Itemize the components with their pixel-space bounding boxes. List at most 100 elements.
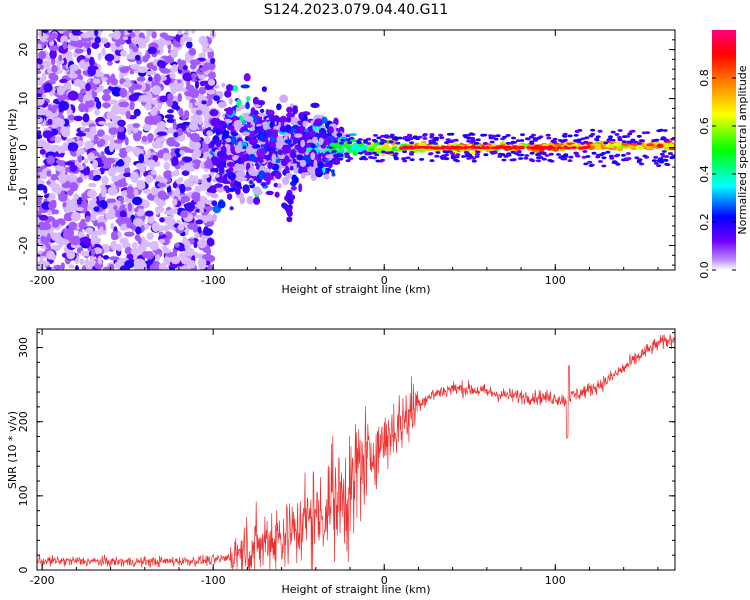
heatmap-cell: [590, 128, 596, 132]
heatmap-cell: [284, 139, 293, 144]
heatmap-cell: [108, 198, 117, 203]
heatmap-cell: [452, 146, 458, 150]
heatmap-cell: [172, 198, 178, 206]
heatmap-cell: [144, 159, 156, 167]
heatmap-cell: [473, 141, 479, 145]
heatmap-cell: [290, 152, 297, 159]
heatmap-cell: [340, 138, 346, 142]
y-tick-label: -20: [17, 237, 30, 255]
colorbar-tick-label: 0.4: [698, 165, 711, 183]
heatmap-cell: [523, 156, 529, 160]
snr-y-ticks: 0 100 200 300: [17, 332, 675, 574]
heatmap-cell: [350, 145, 356, 150]
heatmap-cell: [51, 244, 61, 252]
heatmap-cell: [47, 103, 52, 111]
heatmap-cell: [665, 163, 671, 167]
heatmap-cell: [274, 191, 280, 198]
heatmap-cell: [510, 150, 516, 154]
heatmap-cell: [162, 152, 170, 162]
heatmap-cell: [205, 47, 213, 53]
heatmap-cell: [97, 228, 102, 236]
heatmap-cell: [246, 96, 251, 102]
heatmap-cell: [115, 217, 127, 225]
heatmap-cell: [98, 138, 106, 146]
heatmap-cell: [163, 35, 175, 41]
heatmap-cell: [82, 113, 90, 123]
heatmap-cell: [271, 153, 277, 163]
heatmap-cell: [104, 53, 115, 62]
heatmap-cell: [430, 146, 435, 149]
heatmap-cell: [103, 104, 109, 109]
heatmap-cell: [516, 153, 522, 157]
heatmap-cell: [208, 72, 215, 79]
heatmap-cell: [66, 251, 76, 260]
heatmap-cell: [93, 237, 102, 243]
heatmap-cell: [86, 189, 97, 198]
heatmap-cell: [117, 131, 126, 141]
heatmap-cell: [61, 127, 71, 138]
heatmap-cell: [104, 212, 116, 220]
heatmap-cell: [110, 222, 115, 230]
heatmap-cell: [556, 153, 561, 156]
heatmap-cell: [304, 128, 309, 133]
heatmap-cell: [166, 225, 175, 230]
heatmap-cell: [240, 84, 250, 89]
heatmap-cell: [599, 140, 605, 144]
heatmap-cell: [493, 137, 499, 141]
heatmap-cell: [41, 93, 46, 99]
heatmap-cell: [475, 138, 481, 142]
spectrogram-y-ticks: -20 -10 0 10 20: [17, 29, 675, 266]
heatmap-cell: [145, 176, 152, 183]
heatmap-cell: [446, 132, 452, 136]
heatmap-cell: [653, 156, 659, 159]
heatmap-cell: [345, 159, 351, 163]
snr-frame: [36, 328, 676, 571]
heatmap-cell: [110, 73, 116, 83]
heatmap-cell: [158, 194, 170, 200]
heatmap-cell: [47, 118, 53, 125]
colorbar-tick-label: 0.2: [698, 213, 711, 231]
heatmap-cell: [471, 146, 476, 149]
heatmap-cell: [122, 81, 133, 88]
heatmap-cell: [107, 99, 119, 105]
heatmap-cell: [91, 197, 97, 203]
heatmap-cell: [471, 159, 477, 163]
heatmap-cell: [198, 184, 208, 191]
heatmap-cell: [215, 140, 222, 148]
heatmap-cell: [354, 147, 364, 152]
heatmap-cell: [608, 135, 613, 139]
heatmap-cell: [313, 159, 318, 168]
heatmap-cell: [211, 156, 217, 165]
heatmap-cell: [188, 175, 196, 182]
heatmap-cell: [233, 119, 243, 129]
heatmap-cell: [525, 137, 531, 141]
heatmap-cell: [284, 155, 290, 163]
heatmap-cell: [331, 169, 335, 175]
heatmap-cell: [140, 261, 147, 270]
heatmap-cell: [79, 258, 85, 266]
heatmap-cell: [470, 140, 476, 144]
heatmap-cell: [167, 109, 174, 114]
heatmap-cell: [663, 139, 669, 143]
heatmap-cell: [285, 112, 296, 118]
heatmap-cell: [138, 40, 147, 49]
heatmap-cell: [450, 154, 456, 158]
heatmap-cell: [255, 128, 265, 133]
heatmap-cell: [671, 154, 675, 158]
heatmap-cell: [594, 138, 600, 142]
heatmap-cell: [298, 112, 304, 120]
heatmap-cell: [449, 140, 455, 144]
heatmap-cell: [371, 138, 377, 142]
heatmap-cell: [532, 137, 538, 140]
heatmap-cell: [536, 159, 541, 163]
heatmap-cell: [582, 150, 588, 153]
heatmap-cell: [133, 108, 141, 117]
heatmap-cell: [567, 134, 573, 138]
heatmap-cell: [188, 260, 196, 269]
heatmap-cell: [626, 157, 632, 160]
heatmap-cell: [276, 103, 282, 111]
heatmap-cell: [81, 193, 88, 202]
heatmap-cell: [243, 123, 253, 128]
heatmap-cell: [197, 258, 207, 268]
heatmap-cell: [46, 170, 52, 177]
